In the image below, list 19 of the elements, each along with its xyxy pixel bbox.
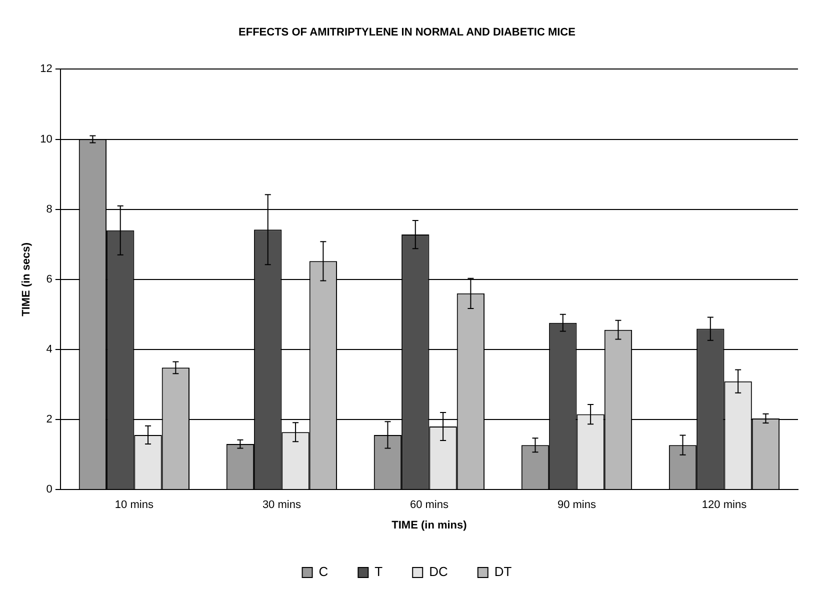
x-tick-label: 10 mins [114,499,154,512]
y-tick-label: 4 [46,344,52,356]
x-tick-label: 90 mins [557,499,596,512]
x-axis-title: TIME (in mins) [392,519,468,532]
legend-label: DT [494,564,512,580]
y-tick-label: 2 [46,414,52,426]
x-tick-label: 60 mins [410,499,449,512]
y-tick-label: 6 [46,273,52,286]
chart-title: EFFECTS OF AMITRIPTYLENE IN NORMAL AND DIABETIC MICE [238,26,576,39]
y-axis-title: TIME (in secs) [20,242,33,316]
legend-label: DC [429,564,448,580]
y-tick-label: 12 [40,63,52,76]
y-tick-label: 0 [46,484,52,496]
legend-label: C [318,564,328,580]
legend-label: T [374,564,383,580]
y-tick-label: 10 [40,133,52,146]
y-tick-label: 8 [46,203,52,216]
x-tick-label: 30 mins [262,499,302,512]
x-tick-label: 120 mins [702,499,748,512]
